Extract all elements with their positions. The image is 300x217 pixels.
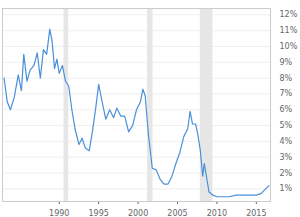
svg-text:1%: 1% bbox=[280, 184, 293, 193]
svg-text:8%: 8% bbox=[280, 74, 293, 83]
svg-text:1990: 1990 bbox=[49, 209, 69, 217]
svg-text:2010: 2010 bbox=[207, 209, 227, 217]
svg-text:2015: 2015 bbox=[246, 209, 266, 217]
svg-text:1995: 1995 bbox=[88, 209, 108, 217]
svg-text:7%: 7% bbox=[280, 89, 293, 98]
svg-text:5%: 5% bbox=[280, 121, 293, 130]
svg-text:3%: 3% bbox=[280, 153, 293, 162]
svg-text:9%: 9% bbox=[280, 58, 293, 67]
svg-text:4%: 4% bbox=[280, 137, 293, 146]
svg-text:2%: 2% bbox=[280, 169, 293, 178]
svg-text:10%: 10% bbox=[280, 42, 298, 51]
svg-text:2005: 2005 bbox=[167, 209, 187, 217]
svg-text:2000: 2000 bbox=[128, 209, 148, 217]
svg-text:6%: 6% bbox=[280, 105, 293, 114]
svg-text:12%: 12% bbox=[280, 10, 298, 19]
svg-text:11%: 11% bbox=[280, 26, 298, 35]
